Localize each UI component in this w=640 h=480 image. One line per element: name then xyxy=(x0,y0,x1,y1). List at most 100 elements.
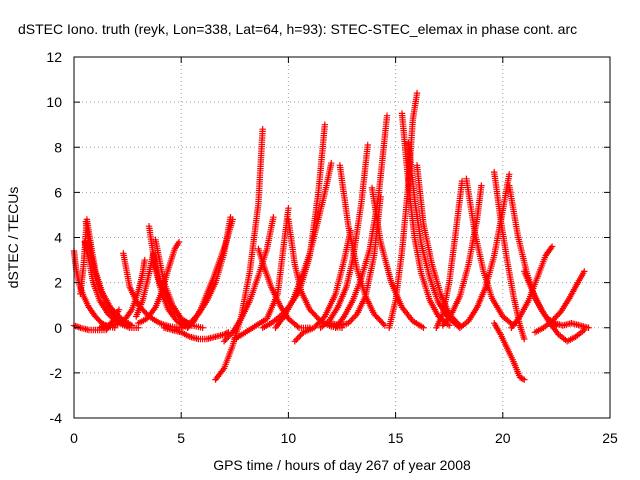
data-points xyxy=(70,89,592,383)
data-point-marker xyxy=(190,308,203,325)
data-point-marker xyxy=(343,258,356,291)
data-point-marker xyxy=(122,308,134,322)
data-point-marker xyxy=(298,252,313,282)
data-point-marker xyxy=(574,270,587,286)
data-point-marker xyxy=(506,171,513,178)
data-point-marker xyxy=(216,240,229,264)
data-point-marker xyxy=(345,312,359,327)
data-point-marker xyxy=(332,259,347,298)
y-tick-label: 8 xyxy=(54,139,62,155)
data-point-marker xyxy=(220,344,236,372)
data-point-marker xyxy=(199,324,206,331)
data-point-marker xyxy=(585,324,592,331)
data-point-marker xyxy=(133,299,145,320)
data-point-marker xyxy=(90,279,103,302)
data-point-marker xyxy=(529,288,544,312)
data-point-marker xyxy=(336,162,352,228)
data-point-marker xyxy=(473,184,485,223)
series-arc-35 xyxy=(456,171,513,331)
data-point-marker xyxy=(325,305,340,325)
data-point-marker xyxy=(533,254,549,282)
series-arc-22 xyxy=(291,227,354,345)
data-point-marker xyxy=(229,216,236,223)
x-axis-title: GPS time / hours of day 267 of year 2008 xyxy=(213,457,471,473)
data-point-marker xyxy=(340,299,355,320)
data-point-marker xyxy=(94,279,109,305)
data-point-marker xyxy=(323,161,335,187)
data-point-marker xyxy=(478,182,485,189)
data-point-marker xyxy=(253,316,269,329)
data-point-marker xyxy=(407,200,418,241)
data-point-marker xyxy=(115,306,123,313)
series-arc-20 xyxy=(272,159,335,331)
data-point-marker xyxy=(165,306,179,323)
data-point-marker xyxy=(392,250,405,304)
y-tick-label: 6 xyxy=(54,184,62,200)
series-arc-11 xyxy=(152,236,206,331)
x-tick-label: 10 xyxy=(281,430,297,446)
data-point-marker xyxy=(411,198,425,246)
data-point-marker xyxy=(465,305,480,325)
data-point-marker xyxy=(171,240,182,252)
data-point-marker xyxy=(446,231,459,286)
data-point-marker xyxy=(165,247,178,273)
data-point-marker xyxy=(272,314,287,331)
series-arc-10 xyxy=(135,238,183,327)
data-point-marker xyxy=(203,281,218,304)
data-point-marker xyxy=(418,270,433,302)
data-point-marker xyxy=(120,250,133,289)
data-point-marker xyxy=(413,89,421,97)
data-point-marker xyxy=(259,126,266,133)
x-tick-label: 20 xyxy=(495,430,511,446)
data-point-marker xyxy=(482,254,497,291)
data-point-marker xyxy=(197,292,210,313)
data-point-marker xyxy=(358,144,371,207)
data-point-marker xyxy=(377,193,384,201)
y-tick-label: 10 xyxy=(46,94,62,110)
y-tick-label: 0 xyxy=(54,320,62,336)
data-point-marker xyxy=(317,319,331,331)
data-point-marker xyxy=(77,263,87,298)
data-point-marker xyxy=(521,376,528,383)
data-point-marker xyxy=(285,204,292,212)
data-point-marker xyxy=(473,285,489,311)
data-point-marker xyxy=(514,232,530,273)
data-point-marker xyxy=(285,216,298,266)
x-tick-label: 25 xyxy=(602,430,618,446)
data-point-marker xyxy=(555,331,569,344)
data-point-marker xyxy=(310,314,327,331)
data-point-marker xyxy=(413,162,427,225)
data-point-marker xyxy=(210,258,223,282)
data-point-marker xyxy=(409,92,420,124)
data-point-marker xyxy=(321,121,329,128)
y-tick-label: 2 xyxy=(54,275,62,291)
data-point-marker xyxy=(362,293,377,316)
axis-ticks: 0 5 10 15 20 25 -4 -2 0 2 4 6 8 10 12 xyxy=(46,49,618,446)
data-point-marker xyxy=(420,220,435,266)
series-arc-39 xyxy=(508,243,556,331)
data-point-marker xyxy=(261,265,274,289)
data-point-marker xyxy=(184,319,196,331)
data-point-marker xyxy=(280,299,295,320)
data-point-marker xyxy=(386,299,399,331)
y-axis-title: dSTEC / TECUs xyxy=(5,187,21,289)
data-point-marker xyxy=(506,182,521,237)
data-point-marker xyxy=(433,312,445,331)
data-point-marker xyxy=(563,334,578,345)
data-point-marker xyxy=(285,315,301,330)
data-point-marker xyxy=(439,312,454,329)
data-point-marker xyxy=(82,218,94,257)
data-point-marker xyxy=(345,223,360,271)
data-point-marker xyxy=(503,256,517,298)
data-point-marker xyxy=(220,329,231,338)
data-point-marker xyxy=(471,229,487,273)
data-point-marker xyxy=(497,331,510,350)
data-point-marker xyxy=(491,320,503,336)
data-point-marker xyxy=(334,285,349,311)
data-point-marker xyxy=(548,243,556,250)
data-point-marker xyxy=(452,180,465,237)
y-tick-label: 4 xyxy=(54,230,62,246)
data-point-marker xyxy=(364,141,371,149)
data-point-marker xyxy=(96,297,111,316)
